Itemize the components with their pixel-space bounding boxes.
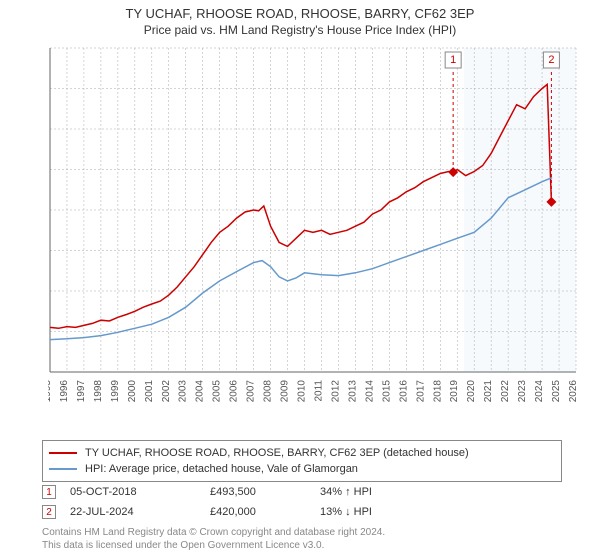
legend-item-property: TY UCHAF, RHOOSE ROAD, RHOOSE, BARRY, CF… xyxy=(49,445,555,461)
svg-text:2000: 2000 xyxy=(127,380,138,402)
legend-label: HPI: Average price, detached house, Vale… xyxy=(85,463,358,475)
sale-date: 05-OCT-2018 xyxy=(70,486,210,498)
footnote-line: This data is licensed under the Open Gov… xyxy=(42,539,385,552)
sale-delta: 34% ↑ HPI xyxy=(320,486,420,498)
svg-text:2025: 2025 xyxy=(551,380,562,402)
svg-text:2001: 2001 xyxy=(144,380,155,402)
legend-swatch-icon xyxy=(49,452,77,454)
svg-text:2015: 2015 xyxy=(381,380,392,402)
svg-text:1: 1 xyxy=(450,54,456,66)
svg-text:2009: 2009 xyxy=(280,380,291,402)
svg-text:1999: 1999 xyxy=(110,380,121,402)
svg-text:2008: 2008 xyxy=(263,380,274,402)
svg-text:2006: 2006 xyxy=(229,380,240,402)
svg-text:2010: 2010 xyxy=(297,380,308,402)
svg-text:2022: 2022 xyxy=(500,380,511,402)
svg-text:2002: 2002 xyxy=(161,380,172,402)
svg-text:2014: 2014 xyxy=(364,380,375,402)
footnote-line: Contains HM Land Registry data © Crown c… xyxy=(42,526,385,539)
price-chart: £0£100K£200K£300K£400K£500K£600K£700K£80… xyxy=(48,42,578,402)
page-subtitle: Price paid vs. HM Land Registry's House … xyxy=(0,23,600,37)
svg-text:2026: 2026 xyxy=(568,380,578,402)
footnote: Contains HM Land Registry data © Crown c… xyxy=(42,526,385,552)
svg-text:2020: 2020 xyxy=(466,380,477,402)
legend: TY UCHAF, RHOOSE ROAD, RHOOSE, BARRY, CF… xyxy=(42,440,562,482)
svg-text:2024: 2024 xyxy=(534,380,545,402)
sale-badge-icon: 2 xyxy=(42,505,56,519)
svg-text:1996: 1996 xyxy=(59,380,70,402)
legend-label: TY UCHAF, RHOOSE ROAD, RHOOSE, BARRY, CF… xyxy=(85,447,469,459)
svg-text:2017: 2017 xyxy=(415,380,426,402)
svg-text:2019: 2019 xyxy=(449,380,460,402)
svg-text:2: 2 xyxy=(548,54,554,66)
svg-text:2021: 2021 xyxy=(483,380,494,402)
svg-text:2013: 2013 xyxy=(347,380,358,402)
svg-text:2018: 2018 xyxy=(432,380,443,402)
sale-delta: 13% ↓ HPI xyxy=(320,506,420,518)
svg-text:2004: 2004 xyxy=(195,380,206,402)
svg-text:1995: 1995 xyxy=(48,380,53,402)
sale-date: 22-JUL-2024 xyxy=(70,506,210,518)
svg-text:2012: 2012 xyxy=(330,380,341,402)
svg-text:2003: 2003 xyxy=(178,380,189,402)
svg-text:1997: 1997 xyxy=(76,380,87,402)
page-title: TY UCHAF, RHOOSE ROAD, RHOOSE, BARRY, CF… xyxy=(0,6,600,21)
svg-text:2011: 2011 xyxy=(313,380,324,402)
svg-text:1998: 1998 xyxy=(93,380,104,402)
svg-text:2023: 2023 xyxy=(517,380,528,402)
sale-price: £420,000 xyxy=(210,506,320,518)
legend-item-hpi: HPI: Average price, detached house, Vale… xyxy=(49,461,555,477)
legend-swatch-icon xyxy=(49,468,77,470)
sale-price: £493,500 xyxy=(210,486,320,498)
svg-text:2007: 2007 xyxy=(246,380,257,402)
table-row: 2 22-JUL-2024 £420,000 13% ↓ HPI xyxy=(42,502,420,522)
svg-text:2005: 2005 xyxy=(212,380,223,402)
svg-text:2016: 2016 xyxy=(398,380,409,402)
sales-table: 1 05-OCT-2018 £493,500 34% ↑ HPI 2 22-JU… xyxy=(42,482,420,522)
sale-badge-icon: 1 xyxy=(42,485,56,499)
table-row: 1 05-OCT-2018 £493,500 34% ↑ HPI xyxy=(42,482,420,502)
